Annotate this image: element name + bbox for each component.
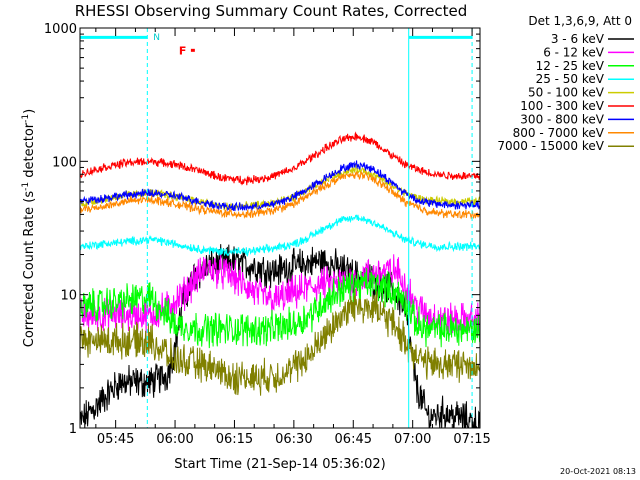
x-tick-label: 05:45 (97, 432, 134, 447)
x-tick-label: 06:30 (275, 432, 312, 447)
x-tick-label: 06:45 (335, 432, 372, 447)
y-tick-label: 1 (69, 422, 77, 437)
flare-label: F (179, 44, 187, 57)
series-line-12-25-kev (80, 267, 480, 349)
x-tick-label: 06:15 (216, 432, 253, 447)
y-axis-label-part-3: ) (22, 109, 37, 114)
x-tick-label: 07:00 (394, 432, 431, 447)
y-axis-label-part-1: Corrected Count Rate (s (22, 191, 37, 348)
y-axis-label-sup-1: -1 (21, 182, 31, 191)
cyan-top-label: N (153, 33, 160, 43)
legend-label-7000-15000-kev: 7000 - 15000 keV (497, 139, 604, 153)
y-axis-label-sup-2: -1 (21, 114, 31, 123)
x-axis-label: Start Time (21-Sep-14 05:36:02) (174, 457, 385, 472)
x-tick-label: 07:15 (453, 432, 490, 447)
legend-title: Det 1,3,6,9, Att 0 (528, 14, 632, 28)
plot-frame (79, 27, 481, 429)
series-line-300-800-kev (80, 160, 480, 212)
series-line-7000-15000-kev (80, 288, 480, 396)
legend-label-300-800-kev: 300 - 800 keV (520, 112, 604, 126)
chart-title: RHESSI Observing Summary Count Rates, Co… (75, 2, 468, 20)
plot-area: NF (80, 28, 480, 428)
y-tick-label: 10 (60, 289, 77, 304)
y-axis-label-part-2: detector (22, 122, 37, 182)
y-tick-label: 100 (52, 155, 77, 170)
generated-timestamp: 20-Oct-2021 08:13 (560, 467, 636, 476)
legend-label-12-25-kev: 12 - 25 keV (536, 59, 605, 73)
legend-label-3-6-kev: 3 - 6 keV (551, 32, 605, 46)
series-line-25-50-kev (80, 214, 480, 258)
y-tick-label: 1000 (44, 22, 77, 37)
legend-label-50-100-kev: 50 - 100 keV (528, 86, 605, 100)
series-line-100-300-kev (80, 131, 480, 186)
legend-label-25-50-kev: 25 - 50 keV (536, 72, 605, 86)
x-tick-label: 06:00 (156, 432, 193, 447)
legend-label-100-300-kev: 100 - 300 keV (520, 99, 604, 113)
series-line-800-7000-kev (80, 170, 480, 220)
legend-label-6-12-kev: 6 - 12 keV (543, 45, 605, 59)
y-axis-label: Corrected Count Rate (s-1 detector-1) (21, 109, 37, 347)
legend-label-800-7000-kev: 800 - 7000 keV (513, 126, 605, 140)
